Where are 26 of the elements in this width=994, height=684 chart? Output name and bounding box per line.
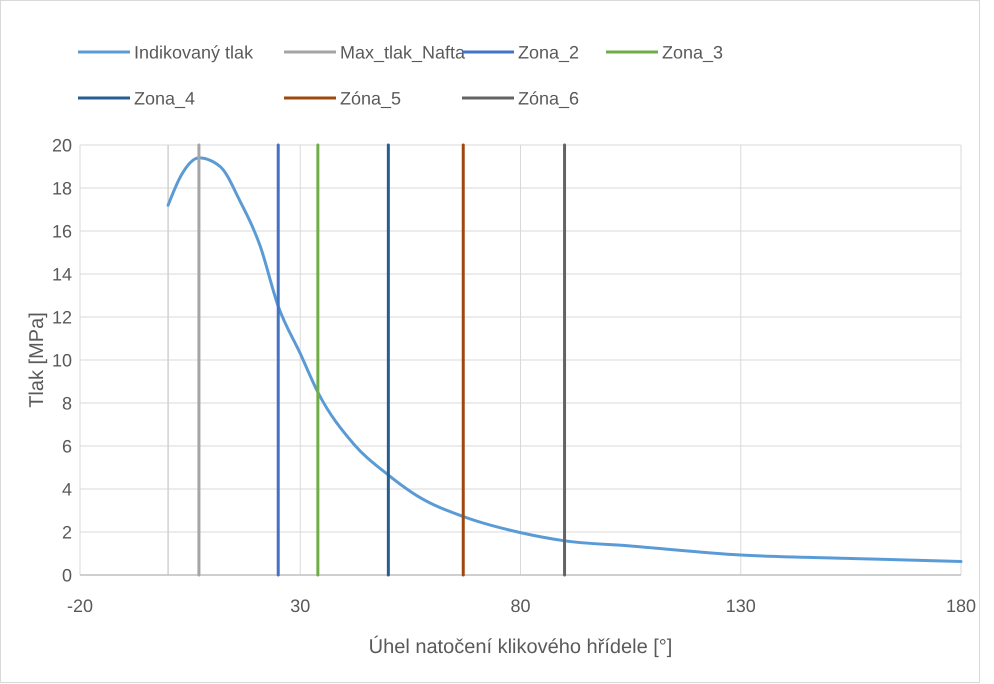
legend-label: Zona_4 (134, 88, 196, 108)
y-tick-label: 16 (52, 221, 72, 242)
y-tick-label: 0 (62, 565, 72, 586)
y-tick-label: 10 (52, 350, 72, 370)
line-series (166, 156, 962, 563)
legend-label: Max_tlak_Nafta (340, 42, 466, 62)
x-tick-label: -20 (66, 596, 94, 616)
legend-label: Zóna_5 (340, 88, 402, 108)
y-tick-label: 18 (52, 178, 72, 198)
y-tick-label: 6 (62, 436, 72, 456)
y-tick-label: 8 (62, 393, 72, 414)
x-tick-label: 180 (946, 596, 976, 616)
y-tick-label: 20 (52, 135, 72, 156)
legend-label: Indikovaný tlak (134, 42, 254, 62)
x-tick-label: 80 (510, 596, 531, 616)
y-tick-label: 12 (52, 307, 72, 328)
y-tick-label: 2 (62, 522, 72, 542)
y-tick-label: 14 (52, 264, 72, 284)
x-axis-title: Úhel natočení klikového hřídele [°] (368, 635, 672, 658)
y-tick-label: 4 (62, 479, 72, 500)
x-tick-label: 130 (726, 596, 756, 616)
x-tick-label: 30 (290, 596, 310, 616)
legend-label: Zóna_6 (518, 88, 580, 108)
y-axis-title: Tlak [MPa] (26, 312, 48, 408)
legend-label: Zona_2 (518, 42, 580, 62)
legend-label: Zona_3 (662, 42, 724, 62)
